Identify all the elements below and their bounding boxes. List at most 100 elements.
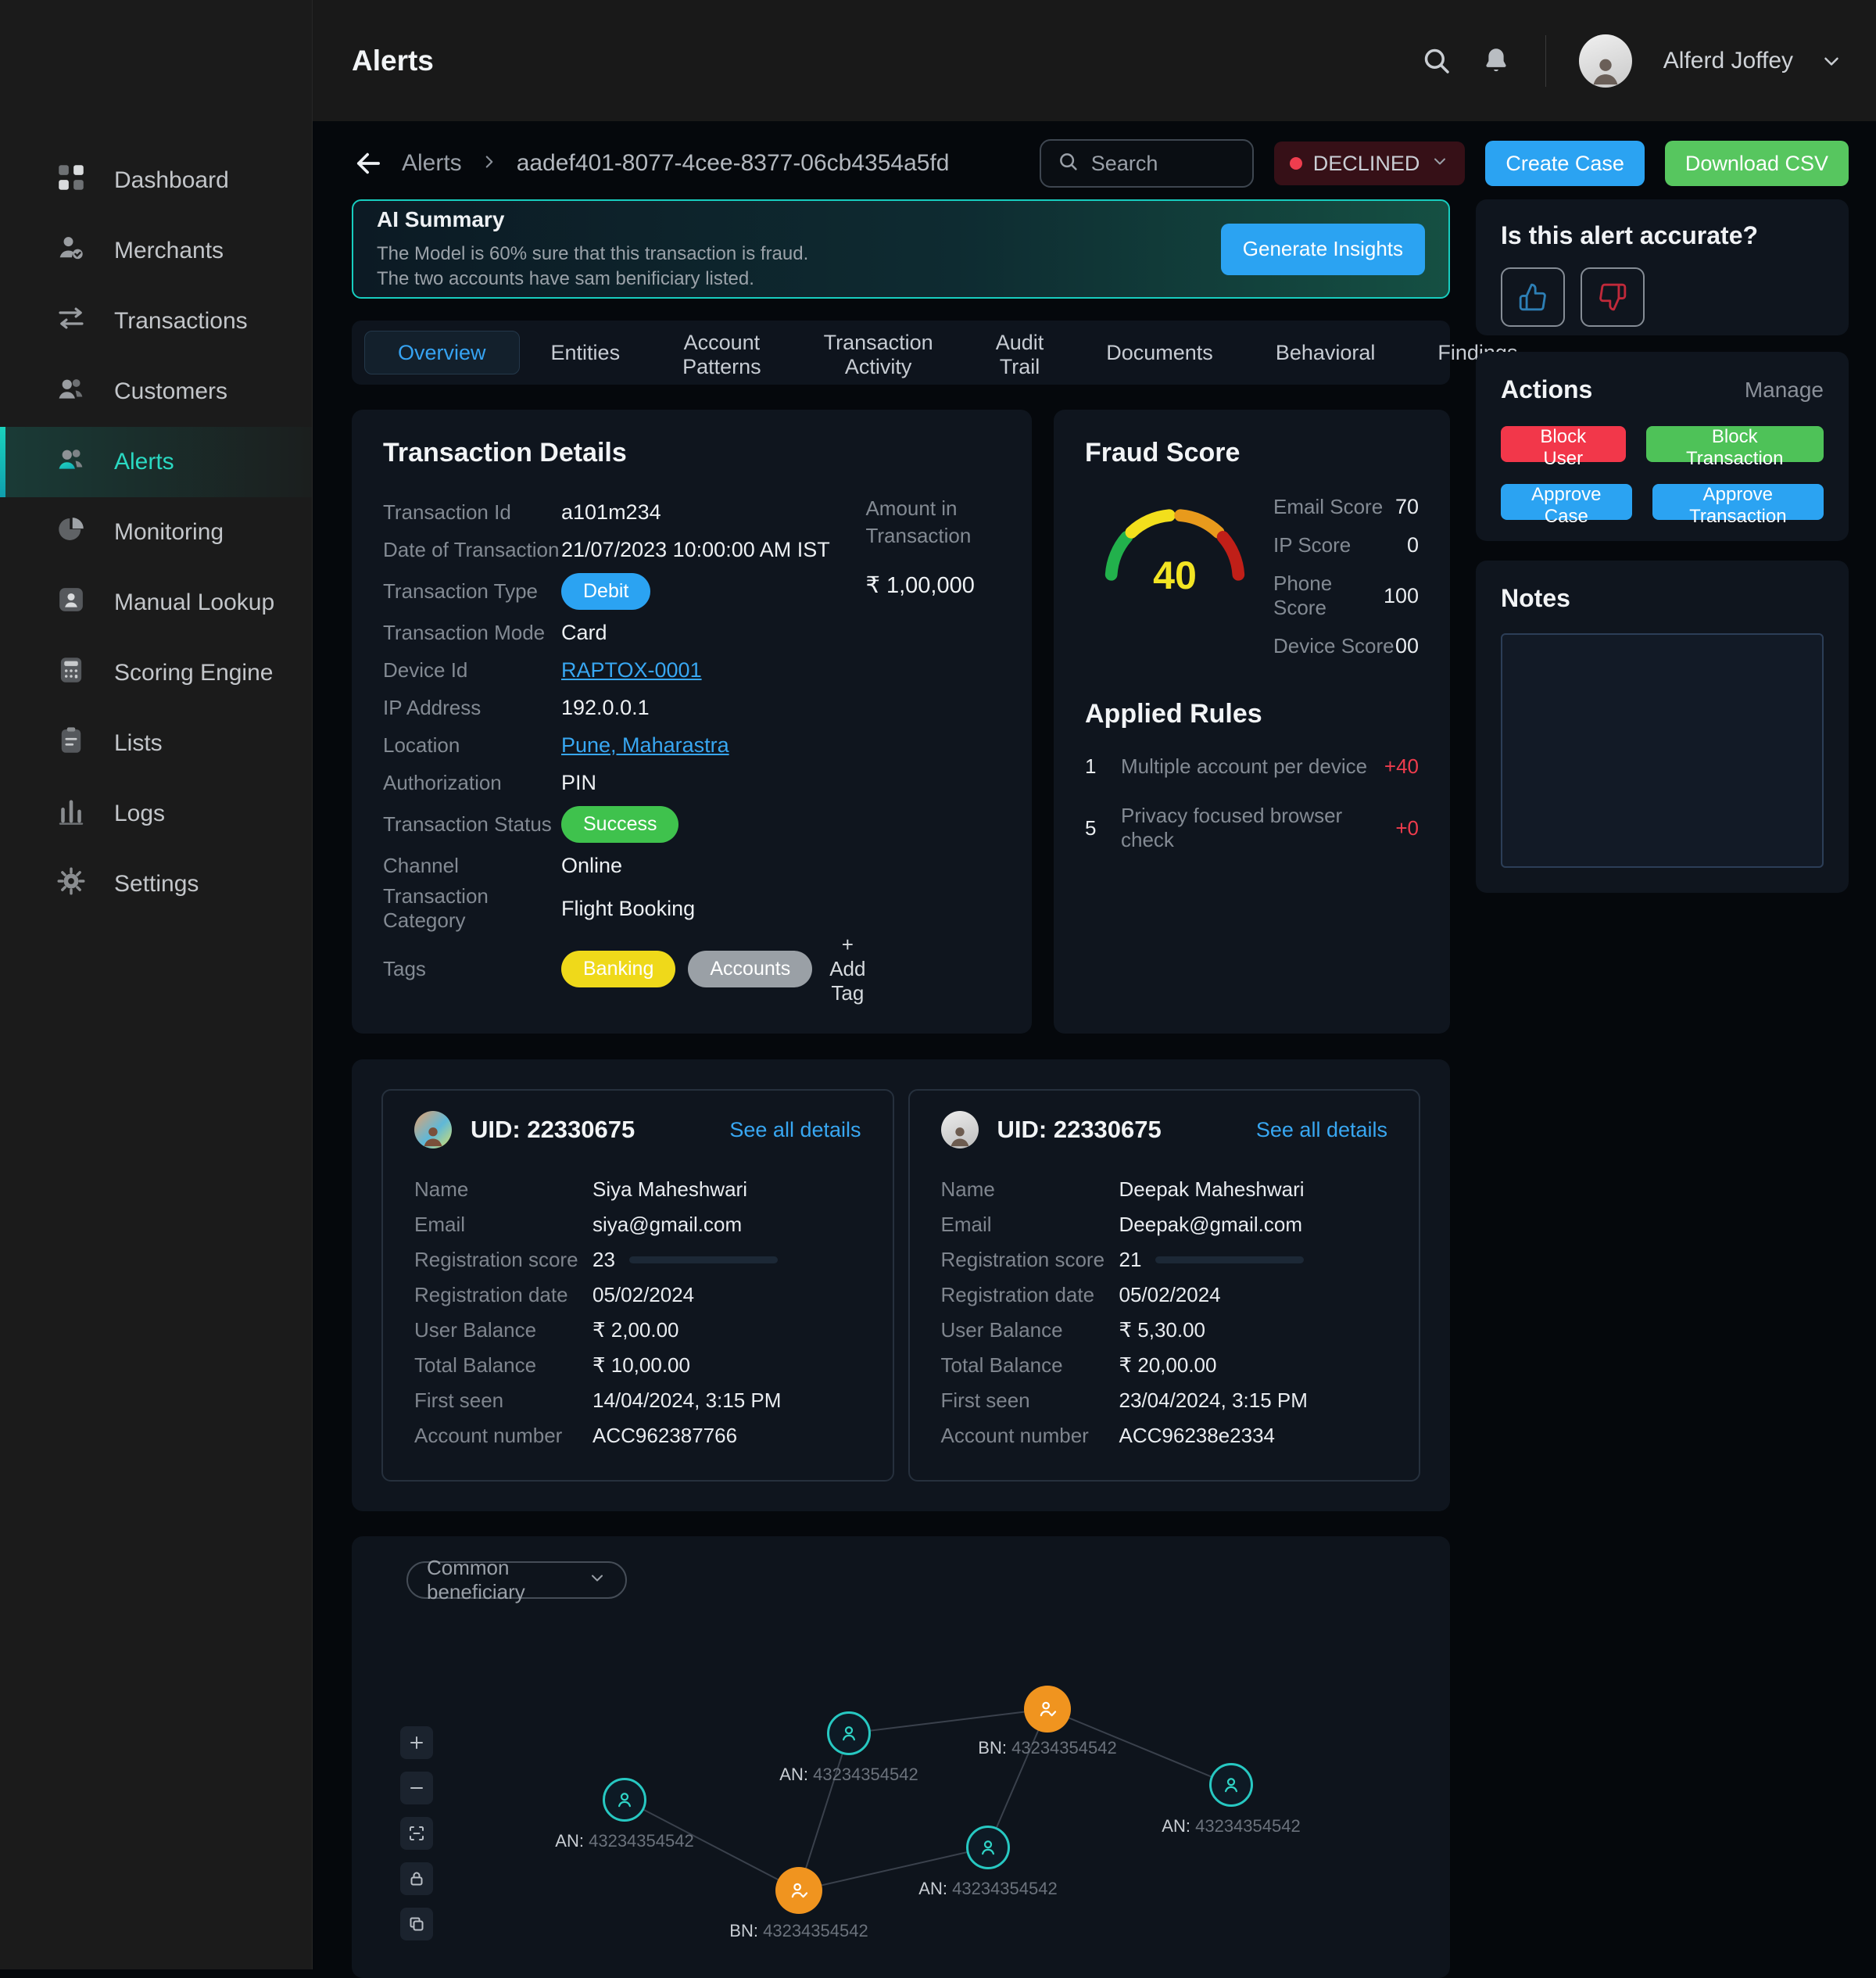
- manage-link[interactable]: Manage: [1744, 377, 1824, 402]
- fraud-score-title: Fraud Score: [1085, 438, 1241, 468]
- tab-entities[interactable]: Entities: [520, 331, 652, 374]
- actions-card: Actions Manage Block User Block Transact…: [1476, 352, 1849, 541]
- user-row: Account number ACC96238e2334: [940, 1424, 1276, 1447]
- tab-overview[interactable]: Overview: [364, 331, 520, 374]
- user-card-deepak: UID: 22330675 See all details Name Deepak…: [908, 1089, 1420, 1482]
- tab-audit-trail[interactable]: Audit Trail: [965, 331, 1076, 378]
- tag-accounts: Accounts: [688, 951, 813, 987]
- location-link[interactable]: Pune, Maharastra: [561, 733, 729, 757]
- sidebar-item-scoring-engine[interactable]: Scoring Engine: [0, 638, 312, 708]
- account-node[interactable]: [827, 1711, 871, 1755]
- tab-account-patterns[interactable]: Account Patterns: [651, 331, 793, 378]
- notes-textarea[interactable]: [1501, 633, 1824, 868]
- copy-icon[interactable]: [400, 1908, 433, 1940]
- lock-icon[interactable]: [400, 1862, 433, 1895]
- user-row: Registration date 05/02/2024: [414, 1283, 695, 1306]
- account-node-label: AN: 43234354542: [555, 1831, 694, 1851]
- score-row: IP Score 0: [1273, 533, 1419, 557]
- beneficiary-node-label: BN: 43234354542: [729, 1921, 868, 1940]
- sidebar-item-lists[interactable]: Lists: [0, 708, 312, 779]
- sidebar-item-manual-lookup[interactable]: Manual Lookup: [0, 568, 312, 638]
- notes-card: Notes: [1476, 561, 1849, 893]
- tags-row: Tags Banking Accounts + Add Tag: [383, 933, 866, 1005]
- top-header: Alerts Alferd Joffey: [313, 0, 1876, 121]
- thumbs-up-icon[interactable]: [1501, 267, 1565, 327]
- beneficiary-node[interactable]: [775, 1867, 822, 1914]
- entities-card: UID: 22330675 See all details Name Siya M…: [352, 1059, 1450, 1511]
- scoring-engine-icon: [55, 654, 88, 693]
- ai-summary-banner: AI Summary The Model is 60% sure that th…: [352, 199, 1450, 299]
- sidebar-item-monitoring[interactable]: Monitoring: [0, 497, 312, 568]
- manual-lookup-icon: [55, 583, 88, 622]
- status-dropdown[interactable]: DECLINED: [1273, 142, 1466, 185]
- breadcrumb-root[interactable]: Alerts: [402, 150, 462, 176]
- detail-row: Channel Online: [383, 853, 623, 877]
- user-row: Name Siya Maheshwari: [414, 1177, 747, 1201]
- fraud-score-value: 40: [1153, 554, 1197, 597]
- approve-transaction-button[interactable]: Approve Transaction: [1652, 484, 1824, 527]
- tab-behavioral[interactable]: Behavioral: [1244, 331, 1407, 374]
- search-icon[interactable]: [1420, 45, 1453, 77]
- user-row: First seen 14/04/2024, 3:15 PM: [414, 1389, 782, 1412]
- user-row: Email siya@gmail.com: [414, 1213, 743, 1236]
- account-node[interactable]: [966, 1826, 1010, 1869]
- detail-row: Transaction Status Success: [383, 801, 865, 847]
- detail-row: Authorization PIN: [383, 770, 597, 794]
- block-user-button[interactable]: Block User: [1501, 426, 1626, 469]
- sidebar-item-label: Alerts: [114, 449, 174, 475]
- transaction-details-title: Transaction Details: [383, 438, 627, 468]
- thumbs-down-icon[interactable]: [1581, 267, 1645, 327]
- chevron-right-icon: [479, 152, 499, 176]
- beneficiary-node-label: BN: 43234354542: [978, 1738, 1117, 1758]
- block-transaction-button[interactable]: Block Transaction: [1645, 426, 1824, 469]
- account-node[interactable]: [603, 1778, 646, 1822]
- fit-screen-icon[interactable]: [400, 1817, 433, 1850]
- sidebar-item-settings[interactable]: Settings: [0, 849, 312, 919]
- account-node[interactable]: [1209, 1763, 1253, 1807]
- add-tag-button[interactable]: + Add Tag: [829, 933, 866, 1005]
- page-title: Alerts: [352, 44, 434, 77]
- see-all-details-link[interactable]: See all details: [729, 1117, 861, 1141]
- detail-row: Device Id RAPTOX-0001: [383, 658, 702, 682]
- search-input[interactable]: [1090, 151, 1237, 176]
- bell-icon[interactable]: [1480, 45, 1513, 77]
- graph-edges: [624, 1708, 1232, 1891]
- user-row: Email Deepak@gmail.com: [940, 1213, 1302, 1236]
- see-all-details-link[interactable]: See all details: [1255, 1117, 1387, 1141]
- sidebar-item-label: Dashboard: [114, 167, 229, 193]
- chevron-down-icon[interactable]: [1820, 49, 1843, 73]
- detail-row: Transaction Mode Card: [383, 620, 607, 644]
- generate-insights-button[interactable]: Generate Insights: [1220, 223, 1425, 275]
- tab-transaction-activity[interactable]: Transaction Activity: [793, 331, 965, 378]
- user-row: First seen 23/04/2024, 3:15 PM: [940, 1389, 1308, 1412]
- sidebar: Dashboard Merchants Transactions Custome…: [0, 0, 313, 1969]
- sidebar-item-logs[interactable]: Logs: [0, 779, 312, 849]
- tab-documents[interactable]: Documents: [1075, 331, 1244, 374]
- download-csv-button[interactable]: Download CSV: [1664, 141, 1849, 186]
- fraud-score-card: Fraud Score 40 Email S: [1054, 410, 1450, 1034]
- sidebar-item-transactions[interactable]: Transactions: [0, 286, 312, 357]
- zoom-out-icon[interactable]: [400, 1772, 433, 1804]
- sidebar-item-merchants[interactable]: Merchants: [0, 216, 312, 286]
- sidebar-item-customers[interactable]: Customers: [0, 357, 312, 427]
- notes-title: Notes: [1501, 584, 1570, 612]
- sidebar-item-label: Transactions: [114, 308, 248, 334]
- amount-label: Amount in Transaction: [865, 496, 972, 548]
- back-arrow-icon[interactable]: [352, 147, 385, 180]
- zoom-in-icon[interactable]: [400, 1726, 433, 1759]
- detail-row: Transaction Category Flight Booking: [383, 884, 696, 932]
- beneficiary-filter-select[interactable]: Common beneficiary: [406, 1556, 627, 1604]
- avatar[interactable]: [1578, 34, 1632, 88]
- sidebar-item-alerts[interactable]: Alerts: [0, 427, 312, 497]
- beneficiary-node[interactable]: [1024, 1686, 1071, 1733]
- create-case-button[interactable]: Create Case: [1485, 141, 1645, 186]
- score-row: Phone Score 100: [1273, 572, 1419, 619]
- main-content: Alerts aadef401-8077-4cee-8377-06cb4354a…: [313, 121, 1876, 1978]
- sidebar-item-dashboard[interactable]: Dashboard: [0, 145, 312, 216]
- device-id-link[interactable]: RAPTOX-0001: [561, 658, 702, 682]
- user-name[interactable]: Alferd Joffey: [1663, 47, 1793, 73]
- user-uid: UID: 22330675: [471, 1116, 635, 1143]
- approve-case-button[interactable]: Approve Case: [1501, 484, 1632, 527]
- fraud-score-gauge: 40: [1085, 489, 1269, 658]
- user-row: Total Balance ₹ 10,00.00: [414, 1353, 690, 1377]
